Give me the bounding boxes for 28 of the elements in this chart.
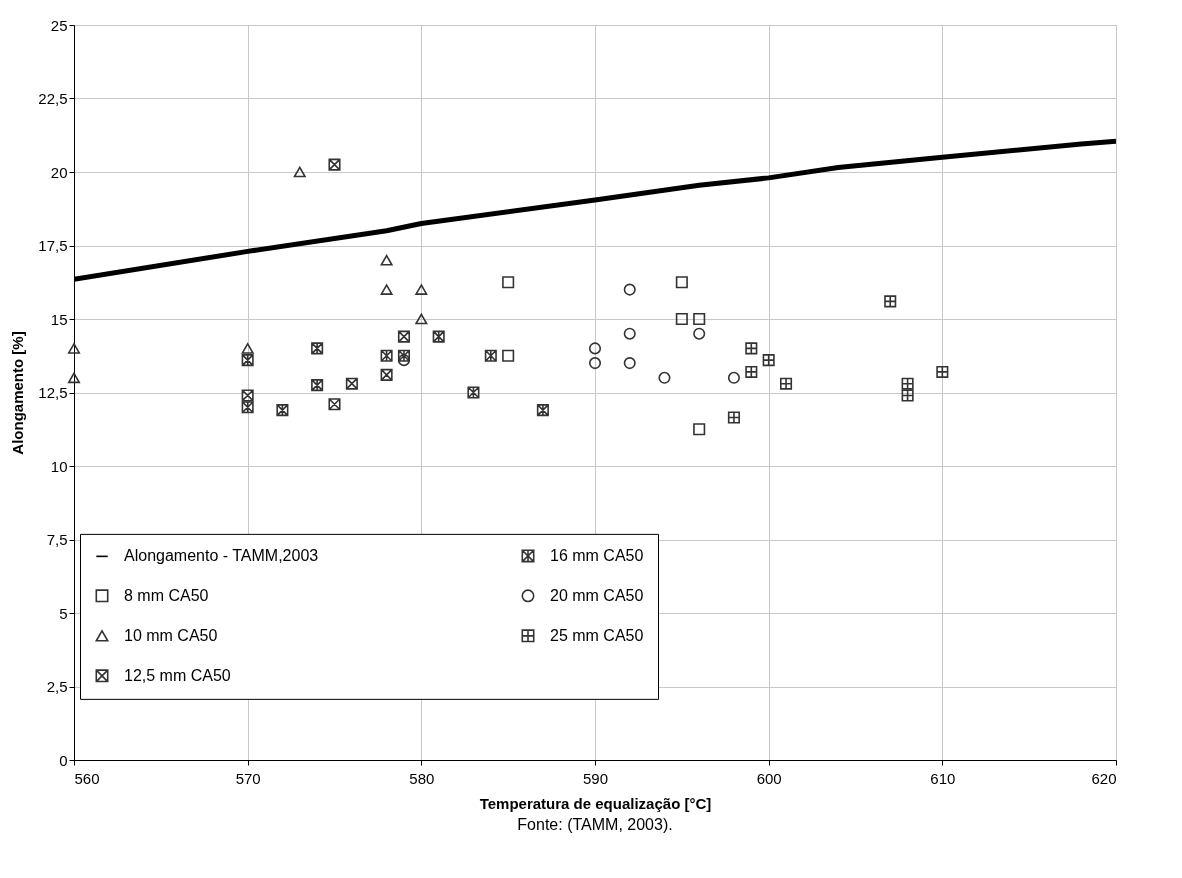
source-note: Fonte: (TAMM, 2003).	[517, 816, 673, 833]
legend-label: Alongamento - TAMM,2003	[124, 547, 319, 565]
y-tick-label: 22,5	[38, 90, 68, 107]
y-tick-label: 17,5	[38, 237, 68, 254]
x-tick-label: 600	[756, 769, 782, 787]
y-tick-label: 5	[59, 604, 68, 622]
y-tick-label: 0	[59, 751, 68, 769]
legend-label: 25 mm CA50	[550, 626, 644, 644]
legend-label: 16 mm CA50	[550, 546, 644, 564]
x-tick-label: 570	[235, 769, 261, 787]
x-tick-label: 620	[1091, 769, 1117, 787]
y-tick-label: 20	[50, 163, 68, 181]
x-axis-title: Temperatura de equalização [°C]	[479, 794, 712, 812]
y-tick-label: 10	[50, 457, 68, 475]
x-tick-label: 560	[74, 769, 100, 787]
y-tick-label: 15	[50, 310, 68, 328]
y-axis-title: Alongamento [%]	[9, 331, 27, 455]
legend-label: 8 mm CA50	[124, 586, 209, 604]
y-tick-label: 2,5	[46, 678, 68, 695]
legend-label: 12,5 mm CA50	[124, 666, 231, 684]
x-tick-label: 590	[582, 769, 609, 787]
y-tick-label: 7,5	[46, 531, 68, 548]
y-tick-label: 12,5	[38, 384, 68, 401]
legend-label: 20 mm CA50	[550, 586, 644, 604]
x-tick-label: 610	[930, 769, 956, 787]
x-tick-label: 580	[409, 769, 435, 787]
legend-label: 10 mm CA50	[124, 626, 218, 644]
y-tick-label: 25	[50, 16, 68, 34]
